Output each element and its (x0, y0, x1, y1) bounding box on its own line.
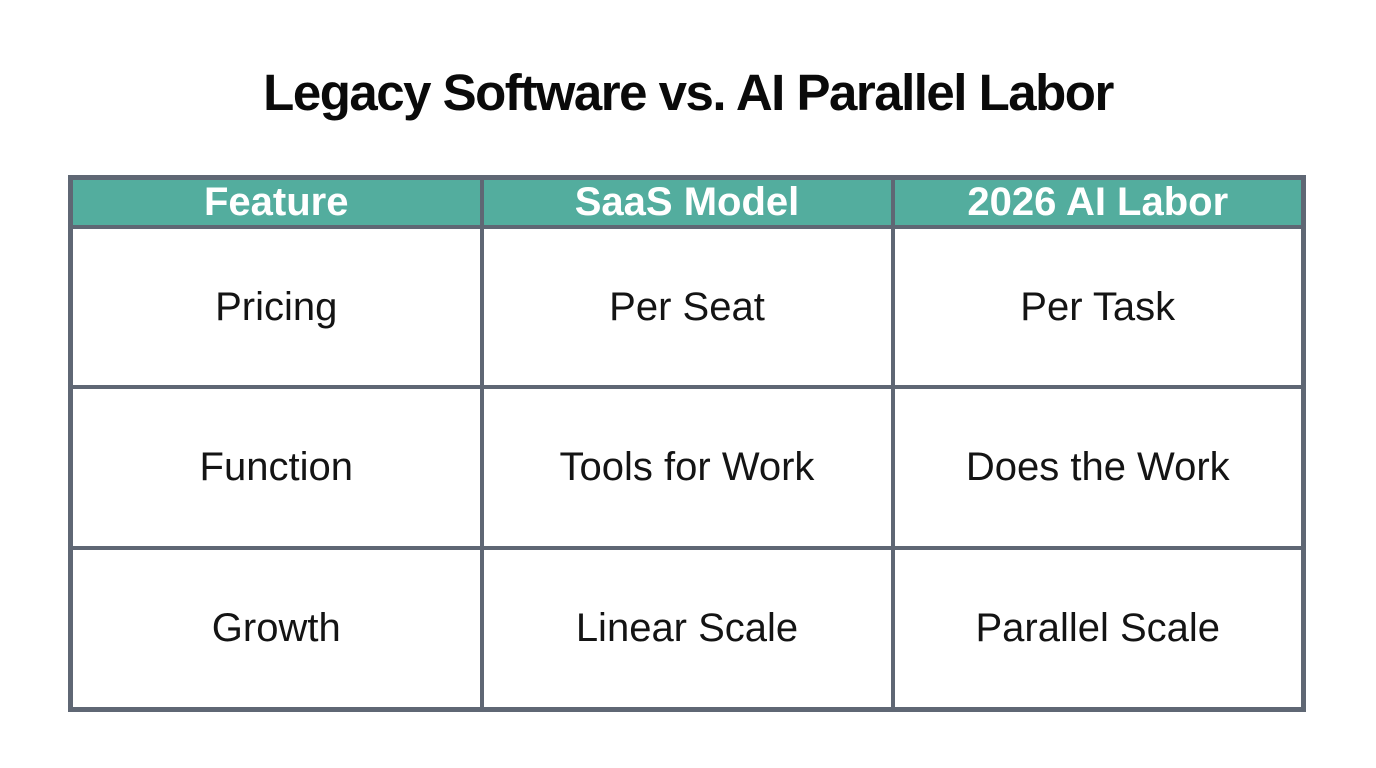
page-title: Legacy Software vs. AI Parallel Labor (263, 64, 1114, 121)
table-row-pricing: Pricing Per Seat Per Task (68, 224, 1306, 390)
comparison-table-container: Feature SaaS Model 2026 AI Labor Pricing… (68, 175, 1306, 712)
column-header-feature: Feature (68, 175, 484, 229)
column-header-2026-ai-labor: 2026 AI Labor (890, 175, 1306, 229)
column-header-saas-model: SaaS Model (479, 175, 895, 229)
table-cell: Growth (68, 545, 484, 712)
table-row-function: Function Tools for Work Does the Work (68, 385, 1306, 550)
table-cell: Parallel Scale (890, 545, 1306, 712)
table-cell: Pricing (68, 224, 484, 390)
table-header-row: Feature SaaS Model 2026 AI Labor (68, 175, 1306, 229)
table-cell: Function (68, 385, 484, 550)
table-row-growth: Growth Linear Scale Parallel Scale (68, 545, 1306, 712)
table-cell: Linear Scale (479, 545, 895, 712)
table-cell: Tools for Work (479, 385, 895, 550)
table-cell: Per Seat (479, 224, 895, 390)
table-cell: Does the Work (890, 385, 1306, 550)
table-cell: Per Task (890, 224, 1306, 390)
comparison-table: Feature SaaS Model 2026 AI Labor Pricing… (68, 175, 1306, 712)
